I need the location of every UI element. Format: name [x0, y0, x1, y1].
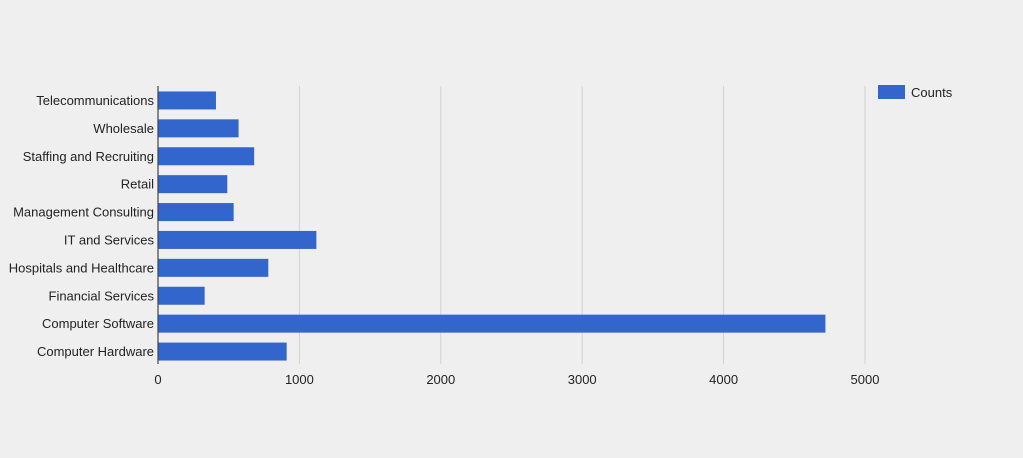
bar-retail[interactable] — [158, 175, 228, 194]
x-tick-labels: 0 1000 2000 3000 4000 5000 — [154, 372, 879, 387]
x-tick-label-5000: 5000 — [851, 372, 880, 387]
bar-financial-services[interactable] — [158, 286, 205, 305]
legend-label-counts[interactable]: Counts — [911, 85, 953, 100]
category-label-staffing-and-recruiting: Staffing and Recruiting — [23, 149, 154, 164]
x-tick-label-0: 0 — [154, 372, 161, 387]
category-label-computer-hardware: Computer Hardware — [37, 344, 154, 359]
x-tick-label-4000: 4000 — [709, 372, 738, 387]
legend-swatch-counts[interactable] — [878, 85, 905, 99]
bar-management-consulting[interactable] — [158, 203, 234, 222]
bar-computer-software[interactable] — [158, 314, 826, 333]
bar-computer-hardware[interactable] — [158, 342, 287, 361]
category-label-financial-services: Financial Services — [49, 288, 155, 303]
category-labels: Telecommunications Wholesale Staffing and … — [9, 93, 155, 359]
category-label-computer-software: Computer Software — [42, 316, 154, 331]
bar-it-and-services[interactable] — [158, 230, 317, 249]
category-label-hospitals-and-healthcare: Hospitals and Healthcare — [9, 260, 154, 275]
category-label-telecommunications: Telecommunications — [36, 93, 154, 108]
bar-telecommunications[interactable] — [158, 91, 216, 110]
category-label-it-and-services: IT and Services — [64, 232, 155, 247]
bar-hospitals-and-healthcare[interactable] — [158, 258, 269, 277]
category-label-wholesale: Wholesale — [93, 121, 154, 136]
category-label-management-consulting: Management Consulting — [13, 205, 154, 220]
category-label-retail: Retail — [121, 177, 154, 192]
x-tick-label-1000: 1000 — [285, 372, 314, 387]
bar-staffing-and-recruiting[interactable] — [158, 147, 255, 166]
x-tick-label-2000: 2000 — [426, 372, 455, 387]
x-tick-label-3000: 3000 — [568, 372, 597, 387]
bars — [158, 91, 826, 361]
bar-wholesale[interactable] — [158, 119, 239, 138]
legend[interactable]: Counts — [878, 85, 953, 100]
